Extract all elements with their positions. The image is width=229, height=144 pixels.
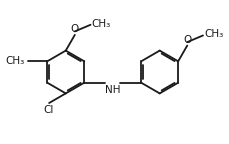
Text: Cl: Cl [43,106,53,115]
Text: CH₃: CH₃ [6,56,25,66]
Text: CH₃: CH₃ [204,30,223,39]
Text: CH₃: CH₃ [92,19,111,29]
Text: NH: NH [105,85,120,95]
Text: O: O [183,35,191,44]
Text: O: O [71,24,79,34]
